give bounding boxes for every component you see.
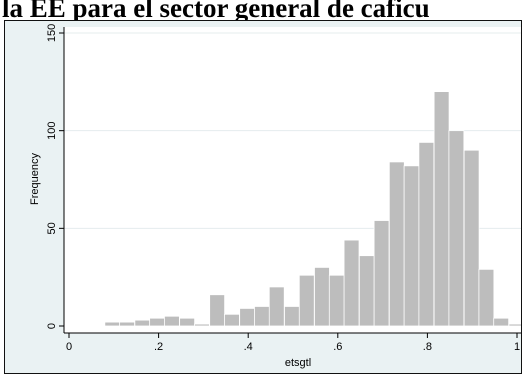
histogram-bar: [314, 266, 330, 327]
histogram-bar: [254, 306, 270, 327]
histogram-bar: [209, 294, 226, 327]
y-tick-label: 50: [46, 222, 58, 234]
x-tick-label: 0: [66, 341, 72, 353]
histogram-bar: [478, 268, 495, 327]
histogram-bar: [433, 91, 450, 327]
histogram-bar: [403, 165, 420, 327]
histogram-bar: [239, 308, 256, 327]
histogram-bar: [493, 317, 510, 327]
histogram-bar: [388, 161, 405, 327]
y-axis-title: Frequency: [29, 153, 41, 205]
histogram-bar: [179, 317, 196, 327]
axes: [59, 27, 521, 338]
histogram-bars: [104, 91, 521, 327]
histogram-bar: [268, 286, 285, 327]
x-tick-label: .8: [423, 341, 432, 353]
figure-frame: 0 50 100 150 0 .2 .4 .6 .8 1 etsgtl Frequency: [4, 20, 522, 374]
x-tick-label: 1: [514, 341, 520, 353]
histogram-bar: [104, 321, 121, 327]
histogram-bar: [448, 130, 465, 327]
histogram-bar: [328, 274, 345, 327]
histogram-bar: [343, 239, 360, 327]
tick-labels: 0 50 100 150 0 .2 .4 .6 .8 1: [46, 24, 520, 353]
histogram-bar: [508, 323, 521, 327]
histogram-bar: [194, 323, 210, 327]
histogram-bar: [358, 255, 375, 327]
x-tick-label: .2: [154, 341, 163, 353]
x-axis-title: etsgtl: [285, 357, 311, 369]
histogram-bar: [463, 149, 480, 327]
histogram-bar: [119, 321, 135, 327]
histogram-bar: [134, 319, 151, 327]
histogram-chart: 0 50 100 150 0 .2 .4 .6 .8 1 etsgtl Frequency: [29, 24, 521, 369]
y-tick-label: 150: [46, 24, 58, 42]
histogram-bar: [149, 317, 166, 327]
x-tick-label: .4: [244, 341, 253, 353]
chart-title-fragment: la EE para el sector general de caficu: [2, 0, 430, 23]
y-tick-label: 0: [46, 323, 58, 329]
histogram-bar: [373, 220, 390, 327]
histogram-bar: [298, 274, 315, 327]
histogram-bar: [224, 313, 240, 327]
y-tick-label: 100: [46, 121, 58, 139]
histogram-bar: [284, 306, 300, 327]
histogram-bar: [418, 141, 435, 327]
histogram-bar: [164, 315, 180, 327]
x-tick-label: .6: [333, 341, 342, 353]
